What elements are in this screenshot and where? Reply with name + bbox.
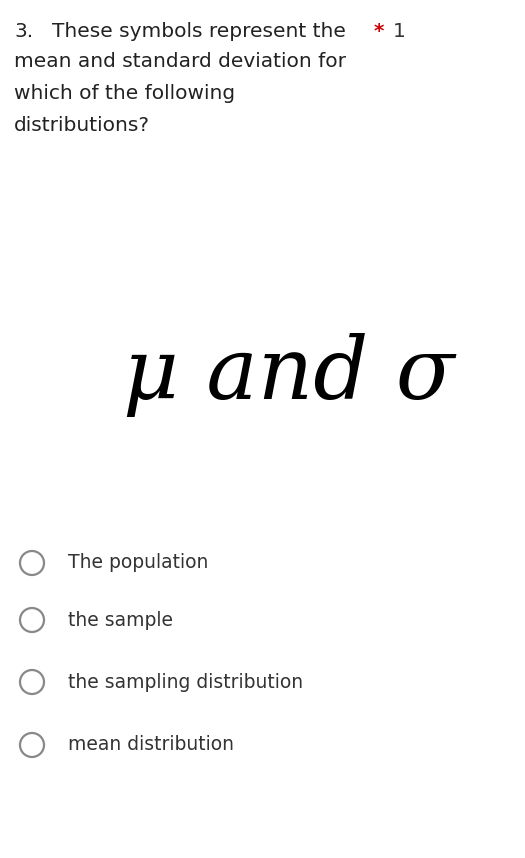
Text: These symbols represent the: These symbols represent the bbox=[52, 22, 346, 41]
Text: 1: 1 bbox=[393, 22, 406, 41]
Text: mean distribution: mean distribution bbox=[68, 735, 234, 754]
Text: 3.: 3. bbox=[14, 22, 33, 41]
Text: mean and standard deviation for: mean and standard deviation for bbox=[14, 52, 346, 71]
Text: distributions?: distributions? bbox=[14, 116, 150, 135]
Text: *: * bbox=[374, 22, 384, 41]
Text: which of the following: which of the following bbox=[14, 84, 235, 103]
Text: the sample: the sample bbox=[68, 611, 173, 630]
Text: the sampling distribution: the sampling distribution bbox=[68, 673, 303, 692]
Text: The population: The population bbox=[68, 553, 208, 572]
Text: μ and σ: μ and σ bbox=[123, 333, 455, 417]
